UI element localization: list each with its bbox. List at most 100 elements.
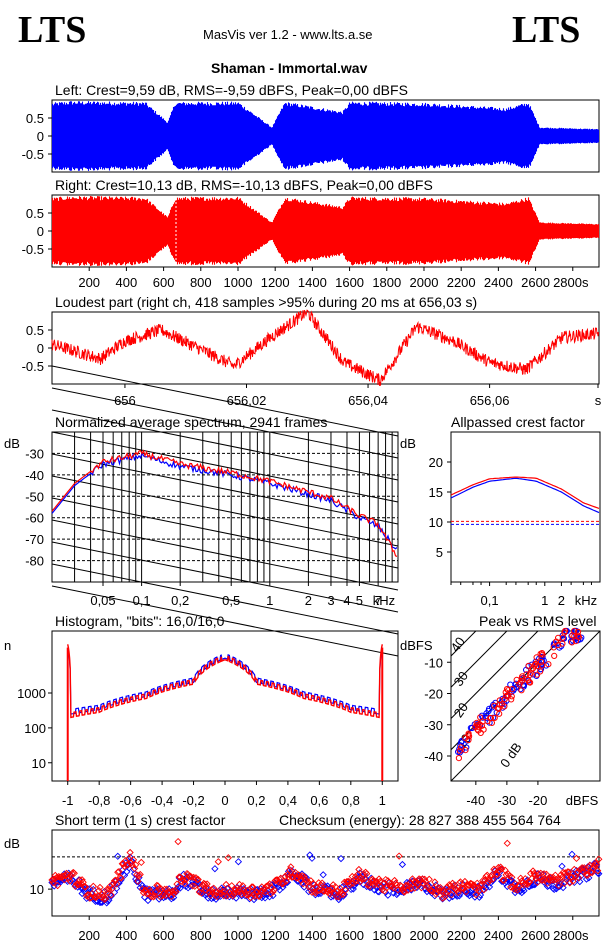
- shortcrest-point: [566, 879, 574, 887]
- shortcrest-point: [368, 875, 376, 883]
- peakrms-point: [538, 658, 545, 666]
- shortcrest-xtick-label: 1600: [335, 928, 364, 943]
- spectrum-series-right: [51, 449, 398, 557]
- crest-xtick-label: 1: [541, 593, 548, 608]
- shortcrest-point: [129, 856, 138, 864]
- shortcrest-point: [214, 858, 222, 866]
- peakrms-crest-label: 40: [447, 634, 468, 654]
- shortcrest-point: [479, 876, 487, 885]
- shortcrest-point: [165, 885, 173, 893]
- shortcrest-point: [457, 884, 466, 892]
- shortcrest-point: [384, 891, 392, 899]
- peakrms-point: [490, 701, 497, 709]
- right-wave-ytick-label: 0.5: [26, 206, 44, 221]
- shortcrest-point: [78, 876, 86, 884]
- histogram-xtick-label: 0,2: [247, 793, 265, 808]
- shortcrest-point: [480, 886, 488, 894]
- shortcrest-point: [207, 886, 216, 894]
- right-wave-xtick-label: 1000: [224, 275, 253, 290]
- shortcrest-title: Short term (1 s) crest factor: [55, 812, 226, 828]
- peakrms-point: [465, 731, 472, 739]
- spectrum-xtick-label: 0,5: [222, 593, 240, 608]
- shortcrest-point: [499, 876, 507, 884]
- peakrms-point: [508, 693, 515, 700]
- peakrms-ytick-label: -30: [424, 718, 443, 733]
- spectrum-xtick-label: kHz: [373, 593, 395, 608]
- shortcrest-point: [508, 873, 516, 881]
- shortcrest-point: [530, 869, 538, 878]
- shortcrest-point: [273, 876, 282, 884]
- shortcrest-point: [470, 881, 478, 889]
- crest-ytick-label: 10: [429, 515, 443, 530]
- shortcrest-point: [269, 888, 277, 896]
- shortcrest-point: [313, 887, 322, 895]
- histogram-xtick-label: -0,6: [119, 793, 141, 808]
- shortcrest-point: [107, 891, 115, 899]
- shortcrest-point: [588, 868, 596, 877]
- shortcrest-point: [96, 898, 104, 907]
- shortcrest-point: [496, 863, 505, 871]
- histogram-xtick-label: 1: [379, 793, 386, 808]
- shortcrest-point: [431, 878, 439, 886]
- shortcrest-point: [461, 877, 469, 886]
- loudest-xtick-label: 656,06: [470, 393, 510, 408]
- peakrms-point: [537, 668, 544, 675]
- shortcrest-point: [76, 876, 84, 884]
- shortcrest-point: [595, 855, 603, 863]
- spectrum-frame: [51, 431, 399, 583]
- shortcrest-point: [578, 864, 586, 872]
- histogram-series-right: [67, 644, 383, 719]
- peakrms-xtick-label: -40: [466, 793, 485, 808]
- shortcrest-point: [317, 881, 325, 889]
- shortcrest-point: [520, 887, 528, 895]
- shortcrest-xtick-label: 2000: [410, 928, 439, 943]
- spectrum-slope-line: [51, 563, 399, 635]
- shortcrest-point: [201, 880, 209, 888]
- shortcrest-point: [419, 879, 428, 888]
- shortcrest-point: [437, 887, 446, 896]
- shortcrest-point: [89, 885, 97, 894]
- shortcrest-point: [484, 878, 492, 887]
- left-wave-ytick-label: 0: [37, 129, 44, 144]
- shortcrest-point: [128, 861, 136, 870]
- shortcrest-point: [249, 883, 257, 891]
- shortcrest-point: [447, 889, 456, 897]
- shortcrest-ytick-label: 10: [30, 882, 44, 897]
- crest-yunit: dB: [400, 436, 416, 451]
- right-wave-xtick-label: 200: [78, 275, 100, 290]
- shortcrest-point: [283, 870, 292, 879]
- peakrms-point: [526, 679, 533, 686]
- shortcrest-point: [392, 879, 400, 887]
- shortcrest-point: [398, 860, 407, 869]
- shortcrest-point: [460, 884, 468, 893]
- shortcrest-point: [582, 871, 591, 879]
- shortcrest-point: [554, 881, 563, 890]
- peakrms-point: [484, 718, 491, 725]
- shortcrest-point: [550, 876, 558, 884]
- shortcrest-point: [267, 890, 275, 898]
- shortcrest-point: [341, 885, 350, 893]
- spectrum-xtick-label: 0,1: [133, 593, 151, 608]
- peakrms-title: Peak vs RMS level: [479, 613, 597, 629]
- shortcrest-series-right: [48, 837, 603, 904]
- left-wave-ytick-label: 0.5: [26, 111, 44, 126]
- shortcrest-point: [225, 888, 234, 896]
- spectrum-slope-line: [51, 541, 399, 613]
- peakrms-point: [502, 689, 509, 696]
- shortcrest-point: [467, 880, 476, 888]
- peakrms-point: [568, 633, 575, 640]
- shortcrest-point: [255, 892, 264, 900]
- peakrms-point: [534, 671, 541, 678]
- histogram-series-left: [67, 647, 383, 715]
- shortcrest-point: [554, 882, 563, 891]
- shortcrest-point: [169, 893, 178, 902]
- shortcrest-point: [136, 870, 144, 879]
- right-wave-ytick-label: -0.5: [22, 242, 44, 257]
- shortcrest-point: [400, 888, 409, 896]
- shortcrest-point: [334, 893, 342, 901]
- left-wave-waveform: [51, 101, 600, 171]
- shortcrest-point: [53, 881, 62, 890]
- shortcrest-point: [61, 872, 70, 880]
- spectrum-slope-line: [51, 365, 399, 437]
- loudest-ytick-label: 0.5: [26, 323, 44, 338]
